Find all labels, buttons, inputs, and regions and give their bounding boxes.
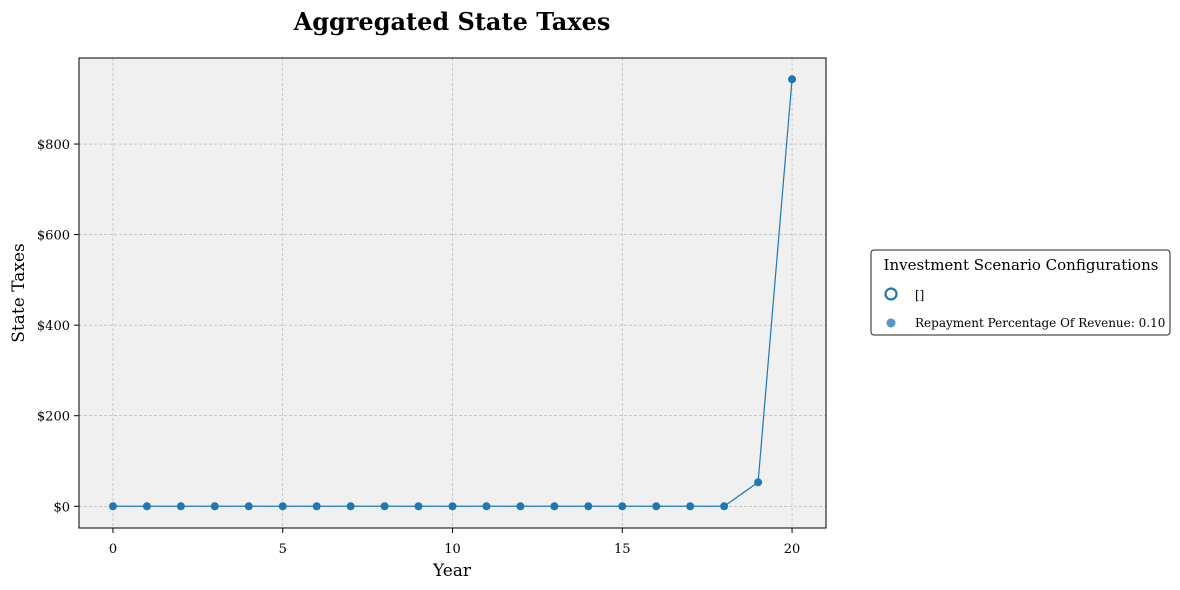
data-point	[108, 502, 117, 511]
data-point	[788, 75, 797, 84]
y-tick-label: $200	[37, 410, 70, 425]
data-point	[380, 502, 389, 511]
legend-entry-1: Repayment Percentage Of Revenue: 0.10	[915, 316, 1165, 330]
x-axis-ticks: 0 5 10 15 20	[109, 528, 801, 557]
y-axis-ticks: $0 $200 $400 $600 $800	[37, 138, 79, 515]
x-tick-label: 15	[614, 542, 631, 557]
data-point	[618, 502, 627, 511]
data-point	[652, 502, 661, 511]
x-tick-label: 5	[279, 542, 287, 557]
x-tick-label: 10	[444, 542, 461, 557]
x-axis-label: Year	[432, 561, 472, 581]
chart-title: Aggregated State Taxes	[293, 7, 611, 36]
y-tick-label: $600	[37, 229, 70, 244]
legend: Investment Scenario Configurations [] Re…	[870, 249, 1171, 336]
data-point	[312, 502, 321, 511]
y-tick-label: $0	[53, 500, 70, 515]
data-point	[414, 502, 423, 511]
legend-marker-filled	[886, 318, 896, 328]
data-points	[108, 75, 797, 511]
data-point	[754, 478, 763, 487]
y-tick-label: $400	[37, 319, 70, 334]
data-point	[346, 502, 355, 511]
legend-entry-0: []	[915, 288, 924, 302]
x-tick-label: 20	[784, 542, 801, 557]
data-point	[720, 502, 729, 511]
data-point	[142, 502, 151, 511]
y-tick-label: $800	[37, 138, 70, 153]
data-point	[448, 502, 457, 511]
data-point	[210, 502, 219, 511]
x-tick-label: 0	[109, 542, 117, 557]
data-point	[516, 502, 525, 511]
legend-title: Investment Scenario Configurations	[884, 256, 1159, 274]
data-point	[686, 502, 695, 511]
y-axis-label: State Taxes	[9, 243, 29, 342]
data-point	[584, 502, 593, 511]
data-point	[176, 502, 185, 511]
data-point	[550, 502, 559, 511]
data-point	[244, 502, 253, 511]
data-point	[482, 502, 491, 511]
data-point	[278, 502, 287, 511]
legend-box	[870, 249, 1171, 336]
legend-marker-hollow	[884, 287, 898, 301]
